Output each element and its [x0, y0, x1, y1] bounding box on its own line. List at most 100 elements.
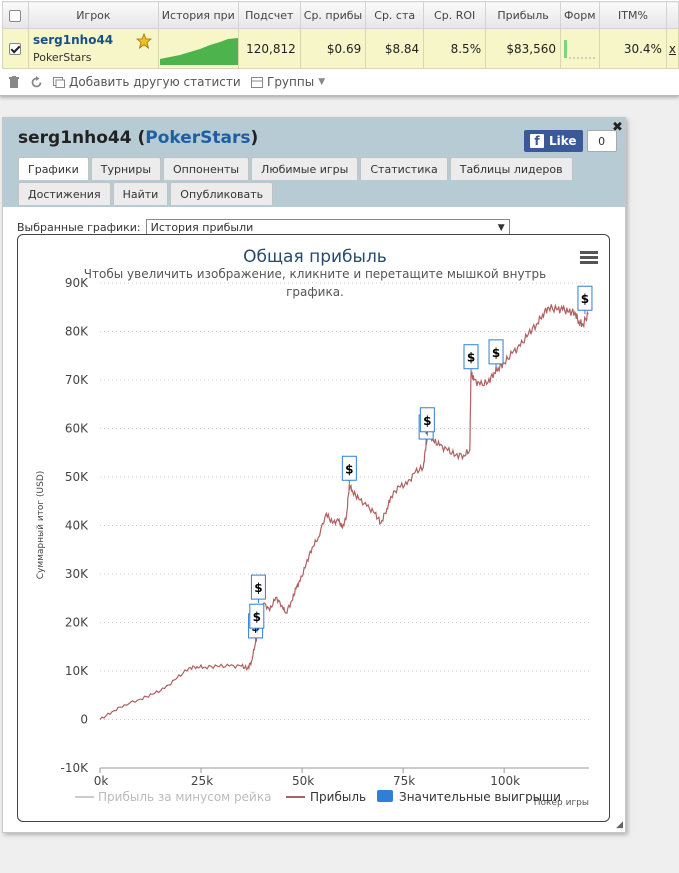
big-win-flag: [341, 455, 357, 481]
profit-cell: $83,560: [485, 28, 562, 69]
count-cell: 120,812: [237, 28, 301, 69]
x-tick-label: 100k: [490, 774, 520, 788]
y-tick-label: 0: [80, 713, 88, 727]
facebook-icon: f: [530, 134, 544, 148]
chevron-down-icon: ▼: [497, 222, 505, 233]
itm-cell: 30.4%: [599, 28, 667, 69]
tab-achievements[interactable]: Достижения: [18, 182, 111, 205]
tab-statistics[interactable]: Статистика: [360, 157, 448, 180]
big-win-flag-label: $: [423, 414, 431, 428]
add-stats-button[interactable]: Добавить другую статистику: [53, 75, 241, 89]
like-label: Like: [549, 134, 577, 148]
avg-stake-cell: $8.84: [365, 28, 425, 69]
trash-icon[interactable]: [8, 75, 20, 89]
player-title-name: serg1nho44: [18, 128, 132, 148]
profit-sparkline: [157, 28, 239, 69]
tab-favorite-games[interactable]: Любимые игры: [251, 157, 359, 180]
col-header-history[interactable]: История при: [157, 1, 239, 29]
x-tick-label: 50k: [292, 774, 314, 788]
legend-rake-label: Прибыль за минусом рейка: [98, 790, 271, 804]
stats-table: Игрок История при Подсчет Ср. прибы Ср. …: [2, 1, 679, 69]
tab-publish[interactable]: Опубликовать: [170, 182, 274, 205]
add-stats-label: Добавить другую статистику: [69, 75, 241, 89]
big-win-flag: [250, 574, 266, 600]
panel-header: serg1nho44 (PokerStars) f Like 0 Графики…: [3, 118, 625, 207]
col-header-count[interactable]: Подсчет: [237, 1, 301, 29]
add-stats-icon: [53, 76, 65, 88]
y-tick-label: 60K: [65, 422, 89, 436]
big-win-flag: [419, 407, 435, 433]
col-header-avg-profit[interactable]: Ср. прибы: [299, 1, 367, 29]
big-win-flag-label: $: [254, 581, 262, 595]
y-tick-label: 10K: [65, 664, 89, 678]
big-win-flag-label: $: [492, 346, 500, 360]
chart-selector-label: Выбранные графики:: [17, 221, 141, 234]
x-tick-label: 75k: [393, 774, 415, 788]
table-toolbar: Добавить другую статистику Группы ▼: [8, 72, 325, 92]
y-axis-title: Суммарный итог (USD): [36, 471, 46, 580]
player-site: PokerStars: [32, 51, 92, 64]
big-win-flag-label: $: [253, 610, 261, 624]
legend-big-wins-label: Значительные выигрыши: [399, 790, 561, 804]
like-count: 0: [586, 130, 617, 152]
refresh-icon[interactable]: [30, 75, 43, 89]
row-checkbox[interactable]: [2, 28, 29, 69]
profit-line: [99, 303, 589, 720]
col-header-avg-roi[interactable]: Ср. ROI: [423, 1, 487, 29]
avg-profit-cell: $0.69: [299, 28, 367, 69]
resize-handle[interactable]: ◢: [616, 820, 623, 830]
select-all-checkbox[interactable]: [2, 1, 29, 29]
y-tick-label: 90K: [65, 276, 89, 290]
star-icon[interactable]: [135, 32, 152, 52]
legend-big-wins-swatch: [377, 790, 393, 802]
big-win-flag-label: $: [467, 351, 475, 365]
facebook-like-button[interactable]: f Like: [524, 130, 583, 152]
x-tick-label: 0k: [94, 774, 109, 788]
chart-selector-value: История прибыли: [150, 221, 254, 234]
col-header-itm[interactable]: ITM%: [599, 1, 667, 29]
y-tick-label: 40K: [65, 519, 89, 533]
y-tick-label: 80K: [65, 325, 89, 339]
table-row[interactable]: serg1nho44 PokerStars 120,812 $0.69 $8.8…: [2, 28, 679, 69]
col-header-avg-stake[interactable]: Ср. ста: [365, 1, 425, 29]
chart-title: Общая прибыль: [243, 247, 387, 267]
player-cell[interactable]: serg1nho44 PokerStars: [27, 28, 159, 69]
menu-icon[interactable]: [580, 251, 598, 264]
tab-leaderboards[interactable]: Таблицы лидеров: [449, 157, 573, 180]
player-title: serg1nho44 (PokerStars): [18, 128, 259, 148]
chevron-down-icon: ▼: [318, 77, 326, 87]
facebook-like: f Like 0: [524, 130, 617, 152]
y-tick-label: 30K: [65, 567, 89, 581]
avg-roi-cell: 8.5%: [423, 28, 487, 69]
close-icon[interactable]: ✖: [612, 120, 623, 135]
groups-icon: [251, 76, 263, 88]
col-header-player[interactable]: Игрок: [27, 1, 159, 29]
remove-row-link[interactable]: x: [665, 28, 679, 69]
big-win-flag: [463, 344, 479, 370]
x-tick-label: 25k: [191, 774, 213, 788]
col-header-form[interactable]: Форм: [560, 1, 601, 29]
big-win-flag: [488, 339, 504, 365]
col-header-profit[interactable]: Прибыль: [485, 1, 562, 29]
tabs-row-2: Достижения Найти Опубликовать: [18, 182, 274, 205]
y-tick-label: 20K: [65, 616, 89, 630]
table-header-row: Игрок История при Подсчет Ср. прибы Ср. …: [2, 1, 679, 29]
y-tick-label: -10K: [61, 761, 90, 775]
tab-charts[interactable]: Графики: [18, 157, 89, 180]
x-axis-title: Покер игры: [534, 798, 589, 808]
player-details-panel: serg1nho44 (PokerStars) f Like 0 Графики…: [2, 117, 626, 833]
player-stats-panel: Игрок История при Подсчет Ср. прибы Ср. …: [0, 0, 679, 96]
tab-find[interactable]: Найти: [112, 182, 169, 205]
big-win-flag-label: $: [581, 292, 589, 306]
chart-subtitle-line-2: графика.: [286, 285, 344, 299]
big-win-flag: [577, 285, 593, 311]
player-title-site[interactable]: PokerStars: [145, 128, 251, 148]
tabs-row-1: Графики Турниры Оппоненты Любимые игры С…: [18, 157, 573, 180]
tab-opponents[interactable]: Оппоненты: [163, 157, 250, 180]
groups-dropdown[interactable]: Группы ▼: [251, 75, 325, 89]
profit-chart[interactable]: Общая прибыль Чтобы увеличить изображение…: [17, 234, 610, 822]
tab-tournaments[interactable]: Турниры: [90, 157, 162, 180]
groups-label: Группы: [267, 75, 315, 89]
player-name-link[interactable]: serg1nho44: [32, 33, 114, 47]
